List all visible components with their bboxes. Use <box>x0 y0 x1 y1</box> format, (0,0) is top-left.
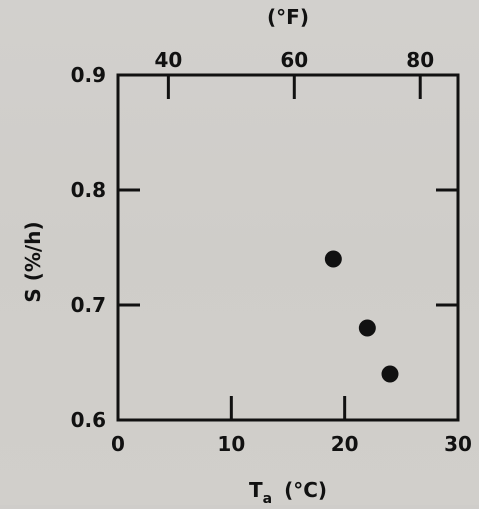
x-axis-label-symbol: T <box>249 478 263 502</box>
top-tick-label: 60 <box>280 48 308 72</box>
y-tick-label: 0.6 <box>71 408 106 432</box>
data-point <box>358 319 376 337</box>
y-tick-label: 0.8 <box>71 178 106 202</box>
x-axis-label: Ta (°C) <box>249 478 327 505</box>
x-tick-label: 30 <box>444 432 472 456</box>
top-tick-label: 80 <box>406 48 434 72</box>
top-tick-label: 40 <box>154 48 182 72</box>
x-tick-label: 10 <box>217 432 245 456</box>
data-points <box>324 250 399 383</box>
x-tick-label: 0 <box>111 432 125 456</box>
y-axis-label: S (%/h) <box>21 221 45 302</box>
bottom-axis-ticks: 0 10 20 30 <box>111 396 472 456</box>
top-axis-label: (°F) <box>267 5 309 29</box>
data-point <box>324 250 342 268</box>
x-axis-label-subscript: a <box>263 491 272 505</box>
y-tick-label: 0.9 <box>71 63 106 87</box>
x-axis-label-unit: (°C) <box>284 478 327 502</box>
x-tick-label: 20 <box>331 432 359 456</box>
top-axis-ticks: 40 60 80 <box>154 48 434 99</box>
y-tick-label: 0.7 <box>71 293 106 317</box>
left-axis-ticks: 0.6 0.7 0.8 0.9 <box>71 63 458 432</box>
plot-frame <box>116 73 460 422</box>
data-point <box>381 365 399 383</box>
